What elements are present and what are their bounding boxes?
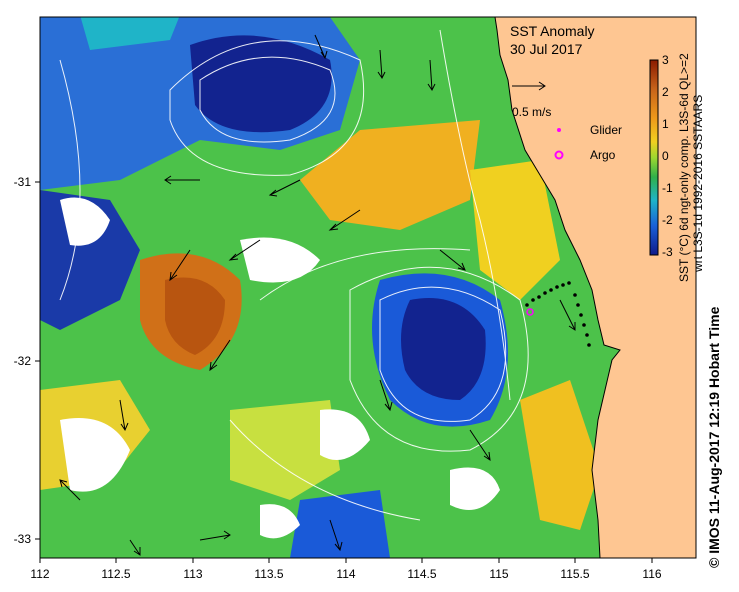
velocity-arrows	[59, 34, 576, 556]
cloud-gap	[60, 197, 110, 246]
x-tick-label: 112	[30, 567, 49, 581]
velocity-scale-arrow	[512, 81, 546, 91]
velocity-scale-label: 0.5 m/s	[512, 105, 551, 119]
colorbar-tick: 0	[662, 149, 669, 163]
colorbar-tick: 3	[662, 53, 669, 67]
legend-label-glider: Glider	[590, 123, 622, 137]
x-tick-label: 116	[642, 567, 661, 581]
x-tick-label: 113.5	[254, 567, 283, 581]
marker-legend: Glider Argo	[554, 123, 622, 162]
cyan-patch	[80, 17, 180, 50]
colorbar-tick: -1	[662, 181, 673, 195]
yellow-green-patch	[230, 400, 340, 500]
colorbar-tick: 2	[662, 85, 669, 99]
warm-anomaly-core	[165, 277, 225, 355]
cold-patch-south	[290, 490, 390, 558]
velocity-scale: 0.5 m/s	[512, 81, 551, 119]
y-axis	[35, 181, 40, 540]
cloud-gap	[450, 467, 500, 510]
y-tick-label: -31	[14, 175, 32, 189]
glider-position-marker	[526, 308, 534, 316]
colorbar-label-line2: wrt L3S-1d 1992-2016 SSTAARS	[691, 95, 705, 273]
x-axis	[39, 558, 653, 563]
argo-legend-marker	[554, 150, 564, 160]
x-tick-label: 115	[489, 567, 508, 581]
colorbar-tick: 1	[662, 117, 669, 131]
map-title-line1: SST Anomaly	[510, 23, 595, 39]
colorbar-tick: -2	[662, 213, 673, 227]
cold-patch-west	[40, 190, 140, 330]
map-title-line2: 30 Jul 2017	[510, 41, 583, 57]
y-tick-label: -33	[14, 532, 32, 546]
x-tick-label: 113	[183, 567, 202, 581]
cloud-gap	[320, 409, 370, 460]
legend-label-argo: Argo	[590, 148, 616, 162]
cloud-gap	[260, 504, 300, 539]
colorbar: 3 2 1 0 -1 -2 -3 SST (°C) 6d ngt-only co…	[649, 53, 705, 282]
warm-patch-central	[300, 120, 480, 230]
glider-track	[525, 281, 591, 347]
cloud-gap	[60, 418, 130, 492]
warm-coastal-strip	[470, 160, 560, 300]
warm-coastal-south	[520, 380, 600, 530]
plot-area	[40, 17, 696, 558]
x-tick-label: 115.5	[560, 567, 589, 581]
plot-frame	[39, 16, 697, 559]
x-tick-label: 112.5	[101, 567, 130, 581]
credit-text: © IMOS 11-Aug-2017 12:19 Hobart Time	[706, 306, 722, 568]
glider-legend-marker	[557, 128, 561, 132]
colorbar-gradient	[649, 59, 659, 256]
colorbar-label-line1: SST (°C) 6d ngt-only comp. L3S-6d QL>=2	[677, 53, 691, 282]
cold-eddy-core-south	[401, 298, 486, 400]
y-tick-label: -32	[14, 354, 32, 368]
x-tick-label: 114.5	[407, 567, 436, 581]
streamlines	[59, 29, 529, 521]
colorbar-tick: -3	[662, 245, 673, 259]
x-tick-label: 114	[336, 567, 355, 581]
cloud-gap	[240, 237, 320, 283]
land-mass	[494, 17, 696, 558]
